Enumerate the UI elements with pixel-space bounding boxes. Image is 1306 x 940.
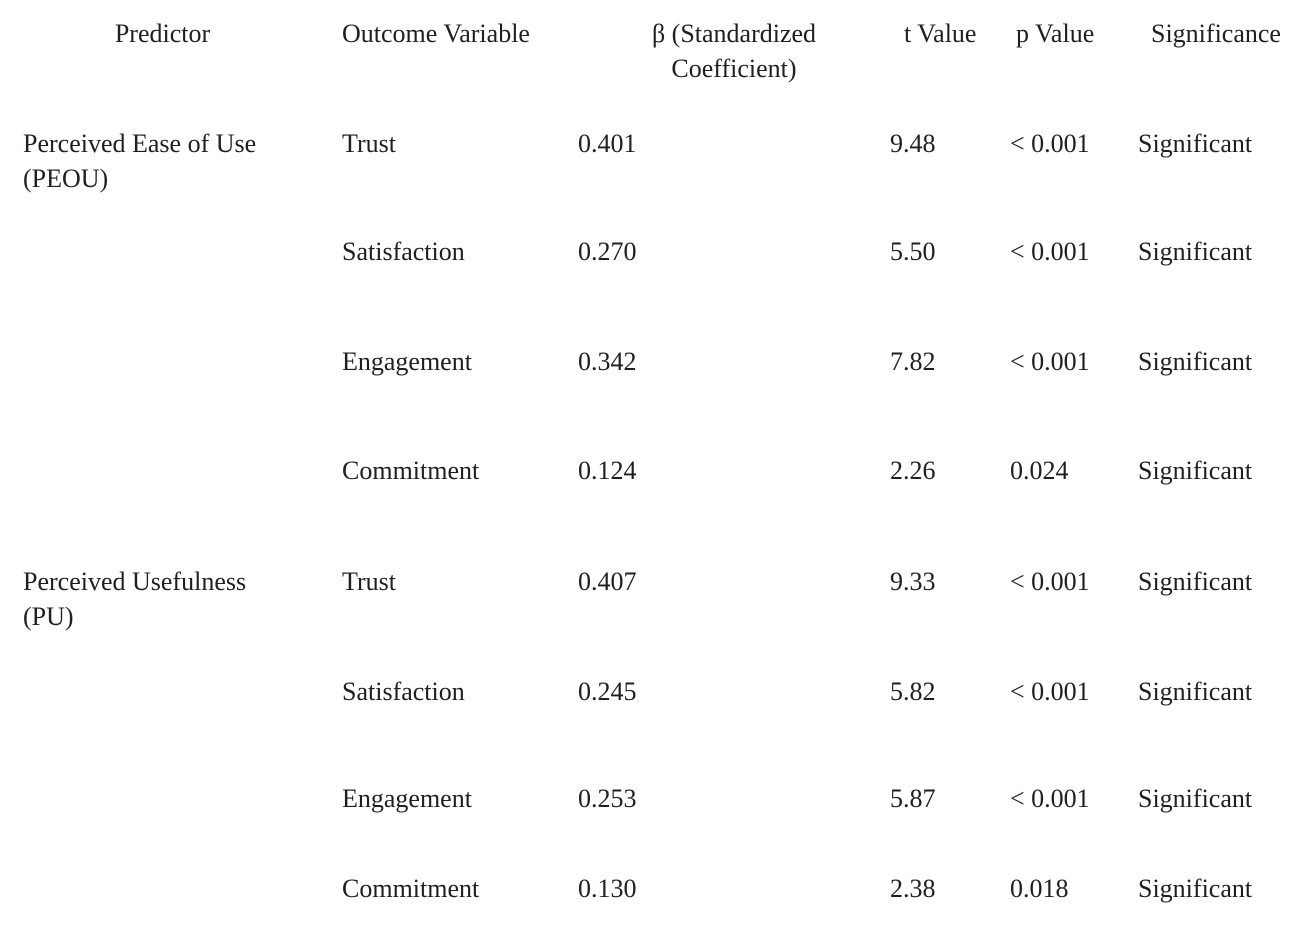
predictor-cell [23, 674, 342, 709]
significance-cell: Significant [1138, 784, 1253, 813]
predictor-cell [23, 453, 342, 488]
outcome-cell: Trust [342, 129, 396, 158]
significance-cell: Significant [1138, 456, 1253, 485]
table-row: Engagement 0.342 7.82 < 0.001 Significan… [0, 344, 1306, 379]
p-value-cell: 0.018 [1010, 874, 1069, 903]
predictor-cell: Perceived Ease of Use (PEOU) [23, 126, 342, 196]
predictor-cell [23, 871, 342, 906]
header-predictor: Predictor [114, 19, 211, 48]
p-value-cell: < 0.001 [1010, 677, 1090, 706]
beta-cell: 0.401 [578, 129, 637, 158]
outcome-cell: Commitment [342, 874, 480, 903]
predictor-line1: Perceived Usefulness [23, 567, 247, 596]
significance-cell: Significant [1138, 129, 1253, 158]
outcome-cell: Engagement [342, 347, 472, 376]
beta-cell: 0.124 [578, 456, 637, 485]
predictor-cell [23, 234, 342, 269]
predictor-cell [23, 781, 342, 816]
header-significance: Significance [1151, 19, 1281, 48]
predictor-line2: (PEOU) [23, 164, 109, 193]
t-value-cell: 5.82 [890, 677, 936, 706]
outcome-cell: Commitment [342, 456, 480, 485]
t-value-cell: 2.26 [890, 456, 936, 485]
p-value-cell: < 0.001 [1010, 784, 1090, 813]
header-beta-label: β (Standardized Coefficient) [651, 19, 817, 83]
t-value-cell: 5.87 [890, 784, 936, 813]
outcome-cell: Satisfaction [342, 237, 465, 266]
header-p-value: p Value [1016, 19, 1095, 48]
beta-cell: 0.270 [578, 237, 637, 266]
beta-cell: 0.245 [578, 677, 637, 706]
t-value-cell: 2.38 [890, 874, 936, 903]
table-row: Commitment 0.124 2.26 0.024 Significant [0, 453, 1306, 488]
header-t-value: t Value [904, 19, 977, 48]
p-value-cell: < 0.001 [1010, 237, 1090, 266]
significance-cell: Significant [1138, 677, 1253, 706]
table-header-row: Predictor Outcome Variable β (Standardiz… [0, 16, 1306, 86]
p-value-cell: < 0.001 [1010, 347, 1090, 376]
outcome-cell: Satisfaction [342, 677, 465, 706]
outcome-cell: Trust [342, 567, 396, 596]
predictor-line2: (PU) [23, 602, 74, 631]
predictor-line1: Perceived Ease of Use [23, 129, 257, 158]
significance-cell: Significant [1138, 237, 1253, 266]
p-value-cell: < 0.001 [1010, 567, 1090, 596]
table-row: Engagement 0.253 5.87 < 0.001 Significan… [0, 781, 1306, 816]
significance-cell: Significant [1138, 347, 1253, 376]
table-row: Commitment 0.130 2.38 0.018 Significant [0, 871, 1306, 906]
p-value-cell: 0.024 [1010, 456, 1069, 485]
beta-cell: 0.130 [578, 874, 637, 903]
t-value-cell: 7.82 [890, 347, 936, 376]
beta-cell: 0.253 [578, 784, 637, 813]
significance-cell: Significant [1138, 874, 1253, 903]
table-row: Perceived Usefulness (PU) Trust 0.407 9.… [0, 564, 1306, 634]
table-row: Satisfaction 0.245 5.82 < 0.001 Signific… [0, 674, 1306, 709]
significance-cell: Significant [1138, 567, 1253, 596]
t-value-cell: 5.50 [890, 237, 936, 266]
table-row: Perceived Ease of Use (PEOU) Trust 0.401… [0, 126, 1306, 196]
p-value-cell: < 0.001 [1010, 129, 1090, 158]
beta-cell: 0.407 [578, 567, 637, 596]
t-value-cell: 9.33 [890, 567, 936, 596]
header-outcome-variable: Outcome Variable [342, 19, 530, 48]
table-row: Satisfaction 0.270 5.50 < 0.001 Signific… [0, 234, 1306, 269]
beta-cell: 0.342 [578, 347, 637, 376]
predictor-cell [23, 344, 342, 379]
t-value-cell: 9.48 [890, 129, 936, 158]
outcome-cell: Engagement [342, 784, 472, 813]
header-beta-coefficient: β (Standardized Coefficient) [578, 16, 890, 86]
predictor-cell: Perceived Usefulness (PU) [23, 564, 342, 634]
